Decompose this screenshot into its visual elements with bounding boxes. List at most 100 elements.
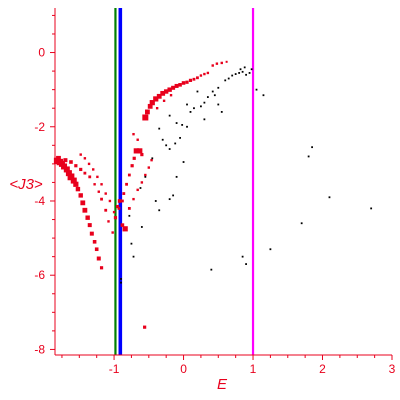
series-0-point-60 <box>140 181 144 184</box>
series-0-point-46 <box>125 182 128 186</box>
vertical-lines-group <box>114 8 255 355</box>
series-0-point-50 <box>133 148 139 154</box>
series-0-point-54 <box>132 132 135 136</box>
series-0-point-91 <box>155 107 159 110</box>
y-tick-label-0: 0 <box>38 46 45 60</box>
series-0-point-48 <box>130 164 134 168</box>
series-1-point-34 <box>239 68 242 71</box>
series-1-point-16 <box>158 127 161 130</box>
series-0-point-18 <box>96 256 101 261</box>
series-0-point-24 <box>79 167 83 172</box>
series-0-point-37 <box>96 175 99 179</box>
series-0-point-62 <box>147 166 151 169</box>
series-0-point-56 <box>120 223 125 227</box>
series-1-point-49 <box>255 88 258 91</box>
series-1-point-22 <box>200 105 202 108</box>
series-1-point-39 <box>250 68 253 71</box>
y-tick-label-2: -4 <box>34 194 45 208</box>
series-0-point-83 <box>199 74 203 77</box>
series-1-point-36 <box>243 66 246 69</box>
series-1-point-42 <box>245 263 247 265</box>
series-1-point-25 <box>211 90 214 93</box>
series-1-point-45 <box>311 146 313 149</box>
series-1-point-20 <box>189 111 192 113</box>
series-1-point-18 <box>175 122 178 124</box>
series-0-point-22 <box>69 160 73 164</box>
x-tick-label-4: 3 <box>389 362 396 376</box>
series-1-point-3 <box>158 209 161 212</box>
y-axis-title: <J3> <box>9 176 43 193</box>
series-1-point-30 <box>227 77 230 80</box>
series-0-point-57 <box>127 207 131 210</box>
points-group <box>53 60 373 329</box>
series-0-point-63 <box>150 158 153 162</box>
series-0-point-81 <box>192 77 196 81</box>
series-0-point-51 <box>137 148 143 154</box>
series-1-point-11 <box>165 144 168 147</box>
series-1-point-17 <box>168 114 171 117</box>
series-0-point-65 <box>115 204 120 209</box>
series-1-point-9 <box>151 157 154 160</box>
series-0-point-10 <box>78 193 83 198</box>
series-0-point-28 <box>97 190 100 193</box>
series-1-point-40 <box>210 268 213 271</box>
series-1-point-1 <box>120 281 122 284</box>
series-1-point-32 <box>234 73 237 75</box>
series-0-point-14 <box>87 223 92 228</box>
series-1-point-47 <box>370 207 373 210</box>
series-0-point-30 <box>104 208 108 212</box>
series-0-point-77 <box>178 83 182 87</box>
y-tick-label-4: -8 <box>34 342 45 356</box>
series-0-point-12 <box>82 207 88 213</box>
series-0-point-69 <box>149 100 155 106</box>
series-1-point-0 <box>120 278 122 280</box>
series-0-point-39 <box>104 192 107 195</box>
series-1-point-31 <box>231 74 234 77</box>
series-0-point-61 <box>144 173 147 177</box>
series-0-point-90 <box>143 325 147 329</box>
series-0-point-15 <box>89 231 94 236</box>
series-0-point-86 <box>211 64 214 67</box>
x-tick-label-2: 1 <box>250 362 257 376</box>
series-0-point-11 <box>80 200 86 206</box>
series-0-point-32 <box>111 231 114 234</box>
series-1-point-43 <box>269 248 272 251</box>
series-1-point-51 <box>203 118 206 121</box>
series-1-point-10 <box>161 138 164 141</box>
series-0-point-38 <box>100 183 103 186</box>
series-0-point-34 <box>83 157 87 160</box>
series-0-point-88 <box>220 61 223 65</box>
series-1-point-37 <box>245 73 247 76</box>
series-1-point-4 <box>168 198 171 201</box>
series-0-point-67 <box>145 109 150 115</box>
series-1-point-19 <box>181 124 184 126</box>
series-1-point-38 <box>248 72 251 74</box>
series-0-point-80 <box>188 78 193 82</box>
series-0-point-55 <box>122 226 128 232</box>
series-0-point-41 <box>112 210 116 214</box>
series-0-point-84 <box>203 72 206 76</box>
series-0-point-85 <box>206 71 210 75</box>
series-1-point-58 <box>175 175 178 178</box>
series-1-point-29 <box>224 79 227 82</box>
series-0-point-23 <box>74 164 78 168</box>
series-0-point-76 <box>174 83 179 88</box>
series-1-point-14 <box>179 136 181 139</box>
series-1-point-13 <box>174 142 177 145</box>
series-1-point-6 <box>128 214 131 217</box>
series-0-point-5 <box>65 170 72 177</box>
series-0-point-36 <box>92 168 95 171</box>
x-tick-label-1: 0 <box>180 362 187 376</box>
series-1-point-46 <box>328 196 331 199</box>
series-1-point-55 <box>140 226 143 228</box>
series-0-point-4 <box>63 166 70 173</box>
series-0-point-89 <box>225 60 228 63</box>
series-0-point-93 <box>169 94 173 97</box>
series-1-point-53 <box>186 103 188 106</box>
series-0-point-75 <box>171 85 176 90</box>
series-1-point-8 <box>144 175 147 178</box>
series-1-point-23 <box>203 101 206 104</box>
series-0-point-31 <box>107 220 110 223</box>
